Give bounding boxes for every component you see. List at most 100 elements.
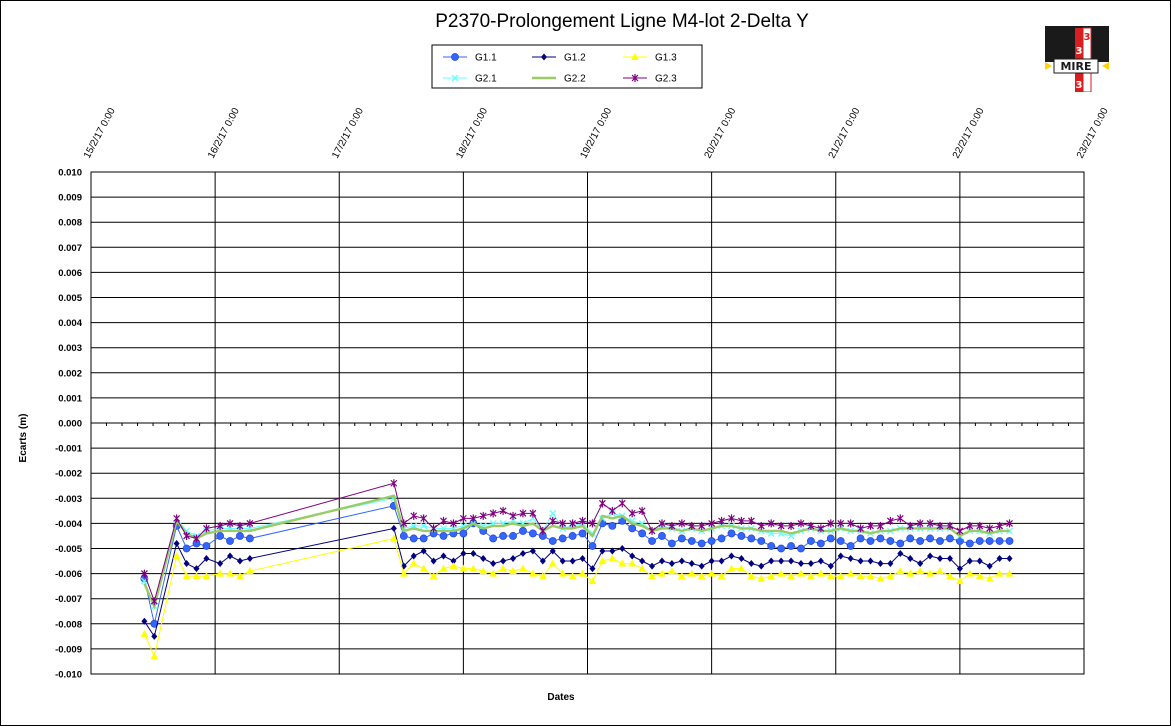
- data-point: [449, 562, 458, 570]
- data-point: [846, 542, 855, 550]
- legend-box: [431, 44, 703, 89]
- data-point: [419, 564, 428, 572]
- data-point: [658, 532, 666, 540]
- x-tick-label: 20/2/17 0:00: [703, 106, 739, 161]
- data-point: [1005, 569, 1014, 577]
- legend-marker: [631, 53, 639, 60]
- data-point: [927, 552, 934, 560]
- y-tick-label: 0.004: [58, 318, 82, 329]
- data-point: [509, 532, 517, 540]
- data-point: [440, 552, 447, 560]
- data-point: [697, 572, 706, 580]
- data-point: [737, 564, 746, 572]
- data-point: [907, 555, 914, 563]
- data-point: [420, 522, 428, 530]
- data-point: [638, 564, 646, 572]
- data-point: [748, 560, 755, 568]
- data-point: [193, 534, 200, 543]
- data-point: [608, 554, 617, 562]
- data-point: [668, 567, 676, 575]
- data-point: [717, 572, 726, 580]
- data-point: [409, 559, 418, 567]
- data-point: [678, 519, 686, 528]
- data-point: [639, 557, 646, 565]
- data-point: [439, 564, 448, 572]
- y-tick-label: -0.008: [55, 619, 82, 630]
- data-point: [896, 567, 905, 575]
- data-point: [787, 572, 795, 580]
- y-tick-label: 0.008: [58, 218, 82, 229]
- data-point: [867, 557, 874, 565]
- data-point: [856, 534, 865, 543]
- legend-marker: [631, 74, 639, 82]
- data-point: [837, 552, 844, 560]
- data-point: [965, 539, 974, 548]
- legend: G1.1 G1.2 G1.3 G2.1 G2.2 G2.3: [431, 44, 703, 89]
- data-point: [459, 514, 467, 523]
- x-tick-label: 22/2/17 0:00: [951, 106, 987, 161]
- data-point: [558, 569, 567, 577]
- logo-letter-1: 3: [1084, 32, 1091, 43]
- data-point: [1006, 519, 1013, 528]
- data-point: [767, 572, 776, 580]
- legend-entry: G1.1: [443, 53, 497, 64]
- data-point: [857, 557, 864, 565]
- data-point: [975, 572, 984, 580]
- data-point: [509, 511, 517, 520]
- data-point: [916, 567, 924, 575]
- data-point: [866, 572, 875, 580]
- data-point: [1006, 555, 1013, 563]
- data-point: [658, 519, 666, 528]
- data-point: [151, 632, 158, 640]
- y-tick-label: -0.005: [55, 544, 83, 555]
- data-point: [778, 557, 785, 565]
- data-point: [390, 534, 398, 542]
- data-point: [767, 519, 775, 528]
- data-point: [246, 519, 254, 528]
- data-point: [717, 534, 726, 543]
- data-point: [420, 514, 428, 523]
- data-point: [698, 562, 705, 570]
- x-tick-label: 18/2/17 0:00: [454, 106, 490, 161]
- data-point: [707, 537, 716, 545]
- data-point: [707, 569, 716, 577]
- data-point: [608, 506, 616, 515]
- legend-entry: G2.3: [623, 74, 677, 85]
- data-point: [877, 521, 884, 530]
- data-point: [936, 521, 944, 530]
- data-point: [996, 555, 1003, 563]
- data-point: [599, 547, 606, 555]
- data-point: [628, 524, 637, 533]
- data-point: [588, 577, 597, 585]
- logo-text: MIRE: [1060, 60, 1091, 73]
- data-point: [697, 539, 706, 548]
- y-tick-label: 0.009: [58, 193, 82, 204]
- data-point: [777, 544, 786, 553]
- data-point: [936, 537, 944, 545]
- data-point: [217, 560, 224, 568]
- data-point: [629, 552, 636, 560]
- data-point: [658, 557, 665, 565]
- y-tick-label: 0.005: [58, 293, 82, 304]
- data-point: [966, 557, 973, 565]
- data-point: [946, 555, 953, 563]
- x-axis-label: Dates: [547, 692, 575, 703]
- data-point: [747, 534, 756, 543]
- data-point: [578, 529, 587, 538]
- data-point: [727, 529, 736, 538]
- data-point: [529, 547, 536, 555]
- data-point: [807, 537, 815, 545]
- data-point: [807, 572, 815, 580]
- data-point: [430, 524, 438, 533]
- y-tick-label: -0.009: [55, 644, 82, 655]
- data-point: [236, 557, 243, 565]
- data-point: [450, 557, 457, 565]
- data-point: [897, 550, 904, 558]
- data-point: [440, 516, 447, 525]
- data-point: [836, 537, 845, 545]
- data-point: [926, 534, 934, 543]
- data-point: [956, 577, 964, 585]
- data-point: [747, 572, 756, 580]
- y-tick-label: 0.000: [58, 419, 82, 430]
